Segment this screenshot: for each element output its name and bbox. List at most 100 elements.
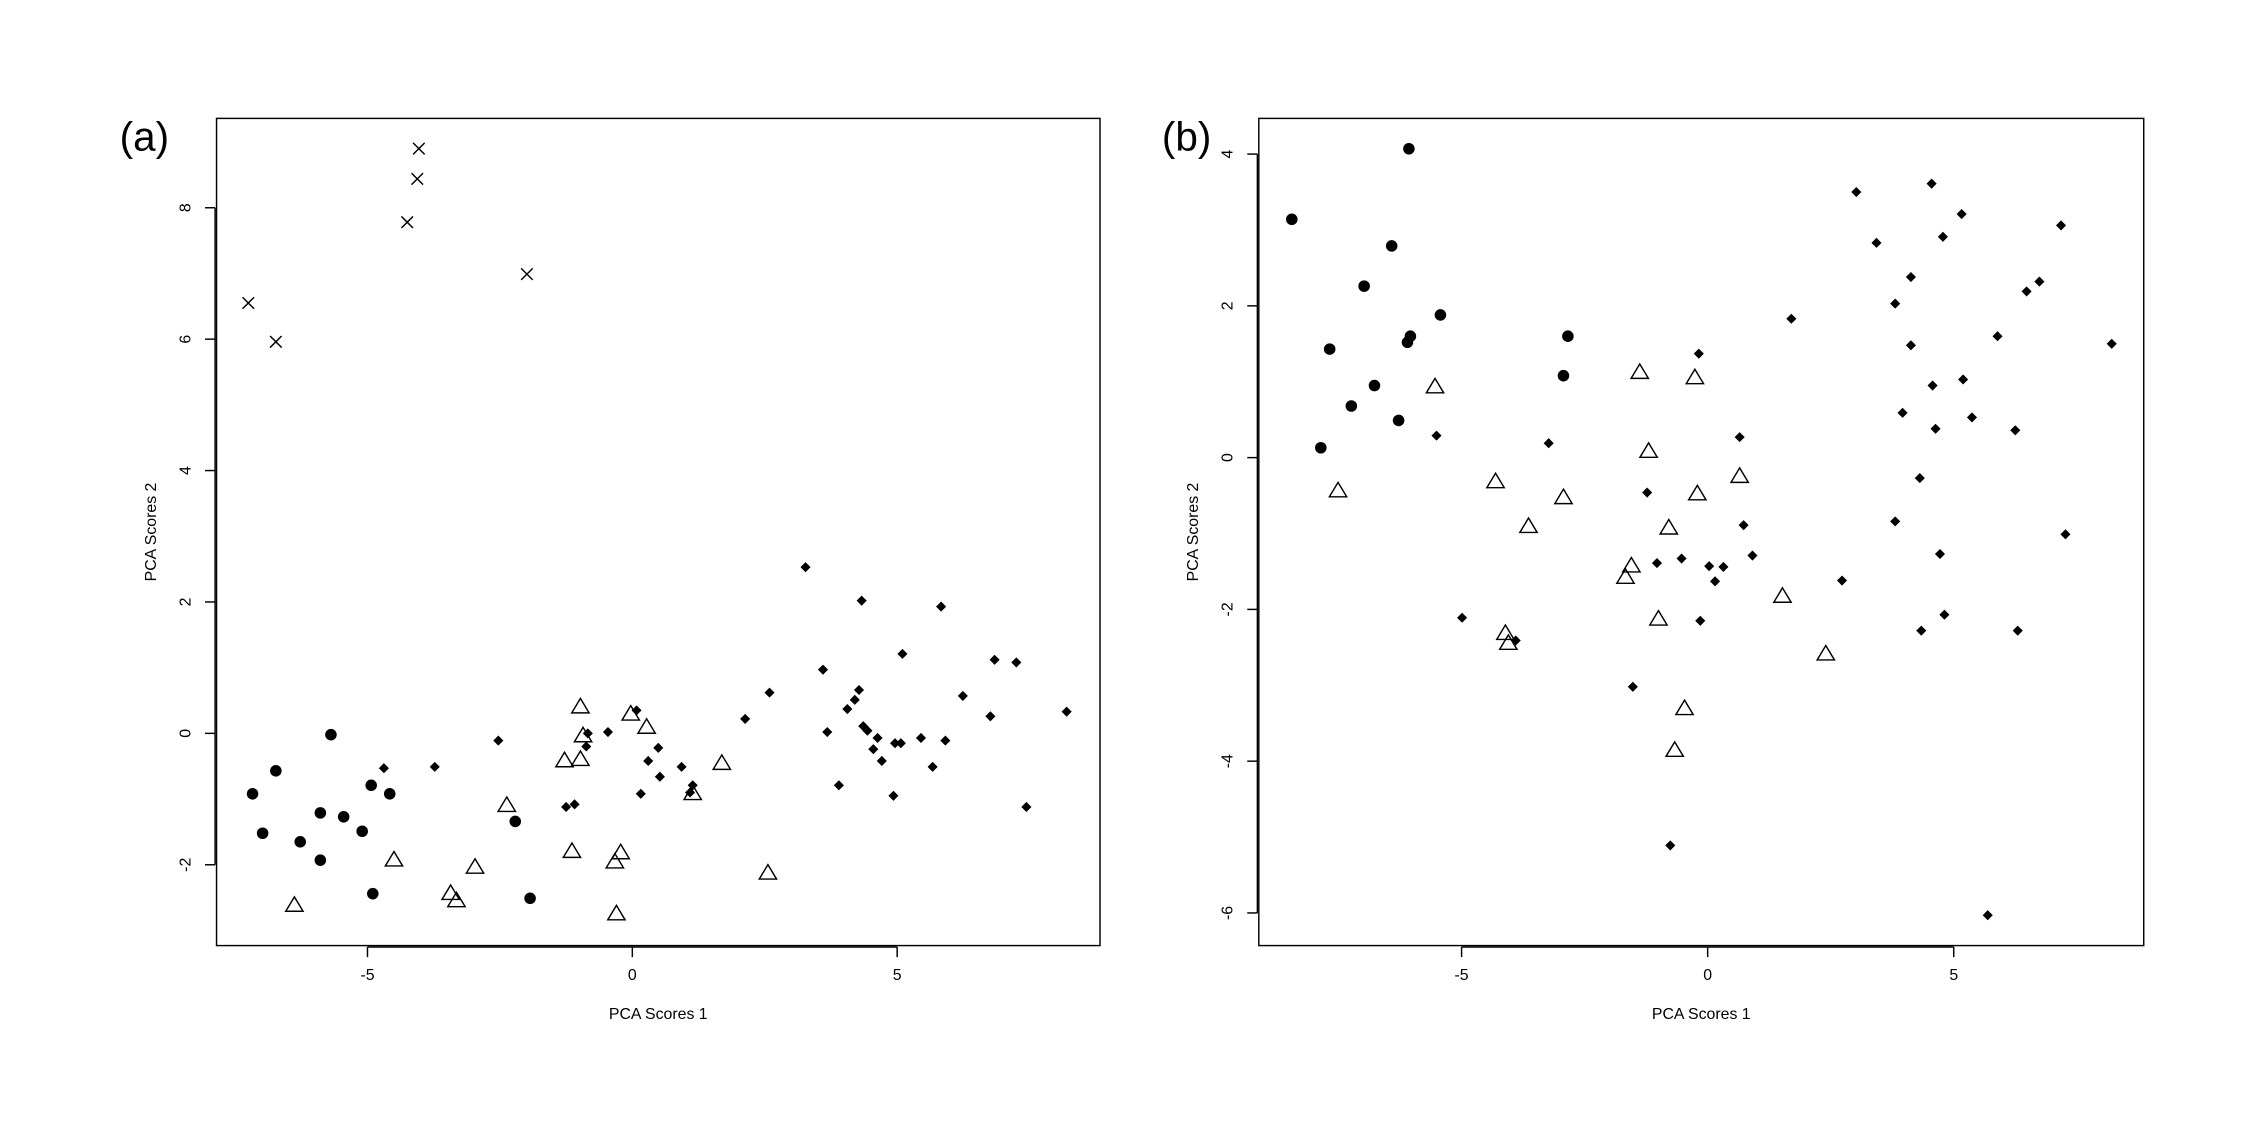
point-circle bbox=[1404, 330, 1417, 342]
point-cross bbox=[410, 172, 424, 186]
point-triangle bbox=[1687, 483, 1708, 501]
plot-frame bbox=[215, 117, 1101, 947]
y-tick-label: 4 bbox=[177, 466, 194, 475]
point-triangle bbox=[570, 749, 591, 767]
point-diamond bbox=[1627, 681, 1638, 692]
point-diamond bbox=[2106, 338, 2117, 349]
point-diamond bbox=[1836, 575, 1848, 586]
point-diamond bbox=[1926, 178, 1937, 189]
point-diamond bbox=[1651, 558, 1663, 569]
point-circle bbox=[1557, 369, 1570, 382]
point-diamond bbox=[635, 788, 646, 799]
point-triangle bbox=[757, 863, 778, 880]
point-diamond bbox=[1851, 186, 1862, 198]
point-circle bbox=[1392, 414, 1405, 427]
point-diamond bbox=[1897, 407, 1908, 418]
point-diamond bbox=[2060, 529, 2071, 540]
point-diamond bbox=[957, 690, 968, 701]
point-triangle bbox=[1485, 471, 1506, 489]
point-diamond bbox=[1718, 561, 1729, 572]
x-tick-label: -5 bbox=[360, 967, 374, 984]
point-diamond bbox=[842, 704, 853, 715]
y-tick-label: 0 bbox=[1220, 453, 1237, 462]
point-triangle bbox=[440, 883, 461, 901]
point-diamond bbox=[853, 684, 865, 696]
point-diamond bbox=[936, 601, 947, 612]
point-triangle bbox=[1425, 376, 1445, 394]
plot-frame bbox=[1258, 117, 2145, 947]
point-diamond bbox=[2012, 625, 2023, 636]
point-triangle bbox=[570, 697, 591, 714]
point-diamond bbox=[1693, 348, 1704, 359]
x-tick-label: 0 bbox=[628, 967, 637, 984]
point-circle bbox=[1345, 400, 1358, 412]
point-diamond bbox=[2055, 220, 2067, 231]
point-diamond bbox=[1709, 576, 1721, 587]
point-diamond bbox=[1992, 331, 2003, 342]
x-axis-label: PCA Scores 1 bbox=[1652, 1006, 1751, 1023]
point-circle bbox=[1385, 240, 1398, 252]
point-triangle bbox=[562, 841, 582, 859]
point-diamond bbox=[1734, 432, 1745, 443]
point-diamond bbox=[1704, 561, 1715, 572]
point-diamond bbox=[862, 725, 873, 736]
point-diamond bbox=[833, 780, 844, 791]
point-diamond bbox=[889, 738, 901, 749]
point-triangle bbox=[1729, 466, 1750, 484]
point-diamond bbox=[687, 780, 698, 791]
point-diamond bbox=[1786, 313, 1797, 324]
point-triangle bbox=[1648, 609, 1669, 626]
y-axis-label: PCA Scores 2 bbox=[1185, 482, 1202, 581]
point-circle bbox=[509, 815, 522, 828]
point-diamond bbox=[429, 761, 440, 772]
point-diamond bbox=[569, 799, 580, 810]
y-tick-label: 2 bbox=[1220, 301, 1237, 310]
point-diamond bbox=[561, 801, 572, 813]
point-triangle bbox=[446, 890, 467, 908]
point-triangle bbox=[1328, 480, 1348, 498]
point-circle bbox=[1562, 330, 1574, 342]
point-triangle bbox=[554, 750, 575, 768]
point-diamond bbox=[1738, 520, 1749, 531]
point-diamond bbox=[1958, 374, 1969, 385]
point-circle bbox=[337, 811, 350, 823]
y-tick-label: -4 bbox=[1220, 754, 1237, 768]
point-diamond bbox=[1543, 438, 1554, 449]
point-diamond bbox=[872, 732, 883, 744]
point-diamond bbox=[856, 595, 867, 606]
point-diamond bbox=[1457, 612, 1468, 623]
point-diamond bbox=[602, 727, 614, 738]
point-diamond bbox=[1021, 801, 1032, 813]
point-circle bbox=[1434, 309, 1447, 321]
point-triangle bbox=[1518, 516, 1539, 534]
panel-label: (a) bbox=[120, 114, 169, 160]
point-circle bbox=[314, 854, 327, 866]
point-diamond bbox=[631, 705, 642, 716]
point-diamond bbox=[1905, 340, 1916, 351]
point-triangle bbox=[636, 717, 657, 734]
point-triangle bbox=[1664, 740, 1685, 758]
x-tick-label: 5 bbox=[1949, 967, 1958, 984]
point-diamond bbox=[1642, 487, 1653, 498]
point-triangle bbox=[1615, 567, 1636, 585]
y-tick-label: 6 bbox=[177, 335, 194, 344]
point-triangle bbox=[606, 903, 627, 921]
point-diamond bbox=[1747, 550, 1758, 561]
y-tick-label: 8 bbox=[177, 203, 194, 212]
point-diamond bbox=[940, 735, 951, 746]
point-triangle bbox=[1772, 586, 1793, 603]
point-circle bbox=[383, 788, 396, 800]
point-triangle bbox=[384, 850, 404, 867]
point-diamond bbox=[1061, 706, 1072, 717]
point-diamond bbox=[1927, 380, 1938, 391]
point-diamond bbox=[876, 755, 887, 767]
x-axis-label: PCA Scores 1 bbox=[609, 1006, 708, 1023]
point-diamond bbox=[895, 738, 906, 749]
point-triangle bbox=[496, 795, 517, 813]
point-diamond bbox=[581, 741, 592, 752]
point-diamond bbox=[897, 648, 908, 659]
point-diamond bbox=[2034, 276, 2045, 287]
point-triangle bbox=[284, 895, 305, 912]
point-triangle bbox=[1674, 698, 1695, 716]
